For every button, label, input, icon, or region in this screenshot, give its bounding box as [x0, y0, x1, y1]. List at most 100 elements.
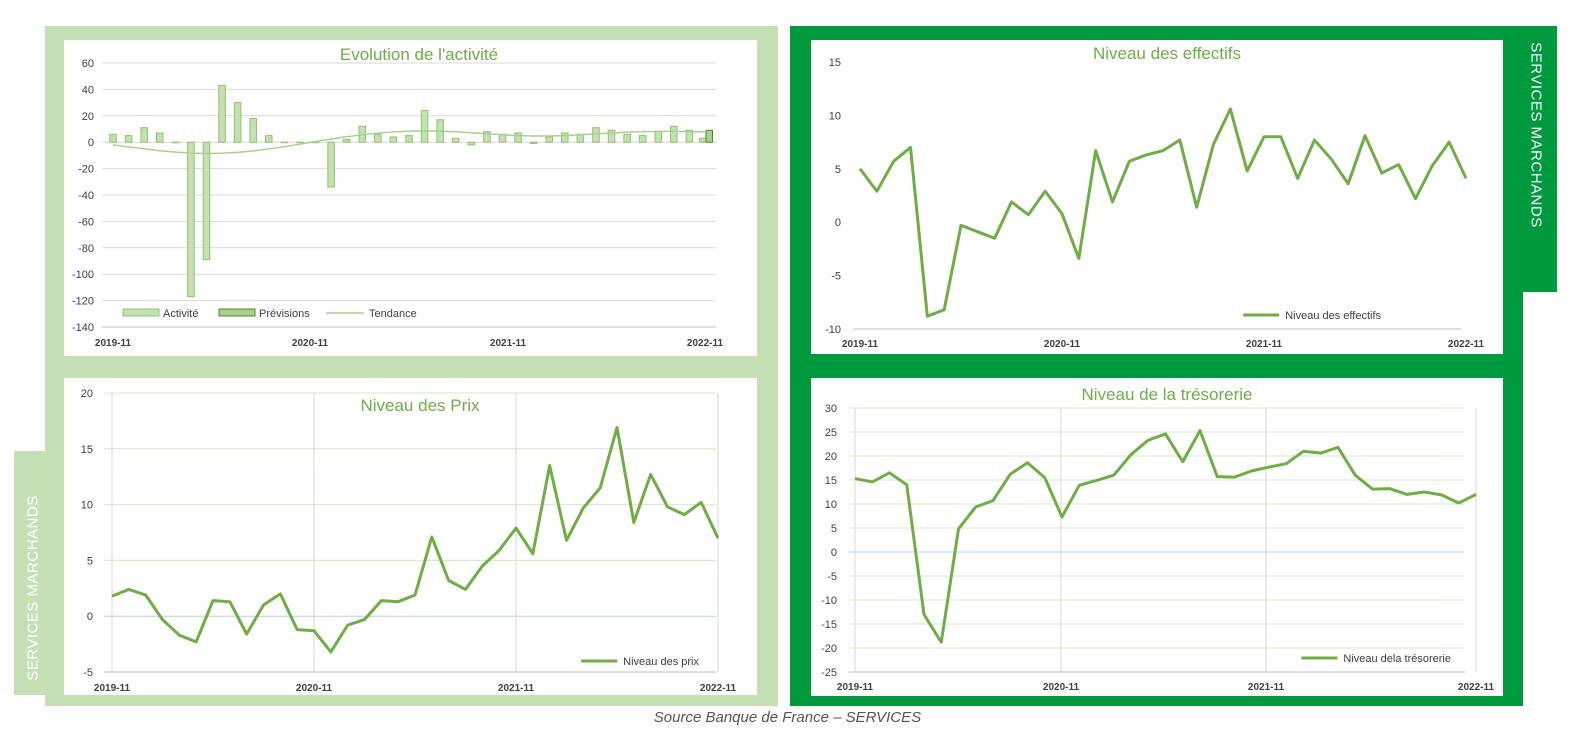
bar-activite [514, 132, 522, 143]
y-tick-label: 0 [87, 611, 93, 623]
chart-title: Niveau de la trésorerie [1081, 385, 1252, 404]
x-tick-label: 2020-11 [292, 338, 329, 349]
bar-activite [202, 141, 211, 261]
x-tick-label: 2021-11 [490, 338, 527, 349]
series-line [111, 426, 720, 654]
x-tick-label: 2019-11 [842, 339, 879, 350]
x-tick-label: 2022-11 [687, 338, 724, 349]
y-tick-label: 40 [82, 84, 94, 96]
y-tick-label: 0 [835, 217, 841, 229]
light-frame-side-tab [14, 451, 54, 695]
chart-title: Niveau des effectifs [1093, 44, 1241, 63]
x-tick-label: 2021-11 [1246, 339, 1283, 350]
chart-panel-tresorerie: 30 25 20 15 10 5 0 -5 -10 -15 -20 -25 2019-11 2020-11… [811, 378, 1503, 696]
side-label-top: SERVICES MARCHANDS [1527, 42, 1545, 228]
bar-activite [699, 137, 707, 143]
y-tick-label: 30 [825, 403, 837, 415]
bar-activite [280, 141, 289, 144]
x-tick-label: 2020-11 [296, 683, 333, 694]
y-tick-label: -5 [827, 571, 837, 583]
bar-activite [467, 141, 476, 146]
x-tick-label: 2019-11 [837, 682, 874, 693]
bar-activite [561, 132, 569, 143]
y-tick-label: -40 [78, 190, 94, 202]
dark-frame-side-tab [1515, 26, 1557, 292]
legend-label-activite: Activité [163, 308, 198, 320]
legend-label-tendance: Tendance [369, 308, 417, 320]
bar-activite [654, 131, 663, 143]
y-tick-label: 0 [88, 137, 94, 149]
bar-activite [483, 131, 491, 143]
y-tick-label: -15 [821, 619, 837, 631]
chart-panel-prix: 20 15 10 5 0 -5 2019-11 2020-11 2021-11 2022-11 Ni… [64, 378, 757, 695]
legend-swatch-previsions [218, 308, 256, 317]
bar-prevision [705, 129, 714, 143]
y-tick-label: 10 [81, 500, 93, 512]
y-tick-label: -60 [78, 216, 94, 228]
bar-activite [670, 125, 678, 143]
bar-activite [607, 129, 616, 143]
y-tick-label: -5 [831, 271, 841, 283]
y-tick-label: -80 [78, 243, 94, 255]
y-tick-label: 20 [81, 388, 93, 400]
y-tick-label: -10 [821, 595, 837, 607]
y-tick-label: 5 [87, 555, 93, 567]
series-line [858, 107, 1468, 318]
y-tick-label: -20 [821, 643, 837, 655]
chart-panel-activite: 60 40 20 0 -20 -40 -60 -80 -100 -120 -140 2019-11 20… [64, 40, 757, 356]
x-tick-label: 2022-11 [700, 683, 737, 694]
legend-label: Niveau des prix [623, 656, 699, 668]
bar-activite [529, 141, 538, 145]
y-tick-label: 10 [825, 499, 837, 511]
chart-title: Niveau des Prix [360, 396, 480, 415]
bar-activite [405, 135, 413, 143]
y-tick-label: -140 [72, 322, 94, 334]
bar-activite [420, 110, 429, 143]
y-tick-label: 20 [825, 451, 837, 463]
bar-activite [296, 141, 304, 144]
chart-panel-effectifs: 15 10 5 0 -5 -10 2019-11 2020-11 2021-11 2022-11 N… [811, 40, 1503, 354]
bar-activite [623, 133, 631, 143]
bar-activite [218, 84, 226, 143]
bar-activite [140, 127, 148, 143]
x-tick-label: 2019-11 [95, 338, 132, 349]
y-tick-label: 0 [831, 547, 837, 559]
bar-activite [171, 141, 180, 144]
y-tick-label: -10 [825, 324, 841, 336]
y-tick-label: -25 [821, 667, 837, 679]
legend-swatch-activite [122, 308, 160, 317]
y-tick-label: 20 [82, 111, 94, 123]
x-tick-label: 2022-11 [1448, 339, 1485, 350]
bar-activite [638, 135, 647, 143]
y-tick-label: -20 [78, 164, 94, 176]
bar-activite [342, 139, 351, 143]
y-tick-label: 15 [825, 475, 837, 487]
y-tick-label: -5 [83, 667, 93, 679]
x-tick-label: 2019-11 [94, 683, 131, 694]
y-tick-label: 15 [81, 444, 93, 456]
bar-activite [155, 132, 164, 143]
x-tick-label: 2020-11 [1043, 682, 1080, 693]
y-tick-label: 10 [829, 110, 841, 122]
y-tick-label: 5 [831, 523, 837, 535]
y-tick-label: 25 [825, 427, 837, 439]
bar-activite [265, 135, 273, 143]
source-caption: Source Banque de France – SERVICES [653, 709, 922, 726]
bar-activite [109, 133, 117, 143]
bar-activite [374, 133, 382, 143]
bar-activite [124, 135, 133, 143]
bar-activite [249, 117, 257, 143]
bar-activite [451, 137, 460, 143]
side-label-bottom: SERVICES MARCHANDS [24, 495, 42, 681]
series-line-tendance [112, 130, 706, 155]
bar-activite [327, 141, 335, 188]
bar-activite [389, 136, 398, 143]
legend-label-previsions: Prévisions [259, 308, 310, 320]
x-tick-label: 2021-11 [498, 683, 535, 694]
bar-activite [685, 129, 694, 143]
chart-title: Evolution de l'activité [340, 45, 498, 64]
